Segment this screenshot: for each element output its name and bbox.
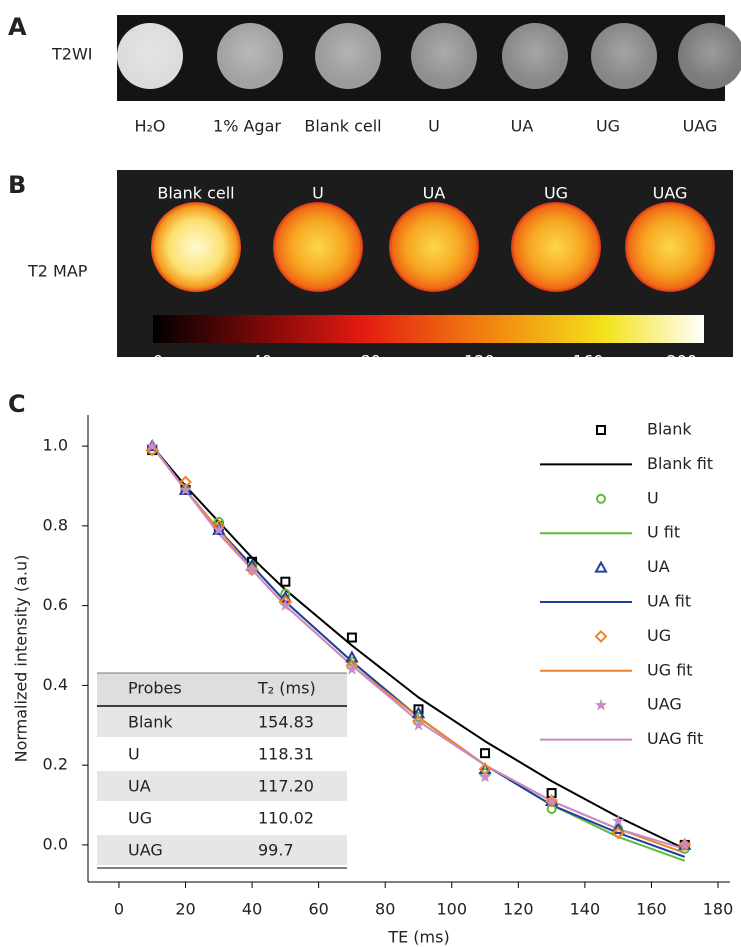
marker [481,749,489,757]
colorbar-tick-label: 120 [464,352,495,371]
x-tick-label: 100 [436,900,467,919]
x-tick-label: 120 [503,900,534,919]
colorbar-tick-label: 0 [153,352,163,371]
marker [596,563,606,572]
marker [348,634,356,642]
sample-label: UA [511,117,534,136]
y-tick-label: 0.2 [43,755,68,774]
table-cell: 154.83 [258,713,314,732]
row-label: T2WI [51,45,93,64]
colorbar [153,315,704,343]
legend-label: UA fit [647,592,691,611]
phantom-shade [220,22,280,82]
table-cell: UAG [128,841,163,860]
map-phantom [151,202,241,292]
x-tick-label: 40 [242,900,262,919]
y-tick-label: 0.6 [43,595,68,614]
colorbar-tick-label: 40 [252,352,272,371]
x-tick-label: 160 [636,900,667,919]
table-cell: 110.02 [258,809,314,828]
map-phantom [511,202,601,292]
marker [597,426,605,434]
row-label: T2 MAP [27,262,88,281]
table-cell: 118.31 [258,745,314,764]
legend-label: Blank [647,420,692,439]
phantom-shade [505,22,565,82]
table-header: Probes [128,679,182,698]
y-tick-label: 0.0 [43,834,68,853]
sample-label: U [312,184,324,203]
colorbar-tick-label: 80 [360,352,380,371]
x-tick-label: 140 [570,900,601,919]
legend-label: UAG [647,695,682,714]
y-tick-label: 0.8 [43,515,68,534]
legend-label: UG [647,626,671,645]
legend-label: UAG fit [647,729,703,748]
phantom-shade [120,22,180,82]
sample-label: UG [596,117,620,136]
panel-label: A [8,13,27,41]
y-tick-label: 0.4 [43,675,68,694]
x-axis-label: TE (ms) [387,928,449,947]
y-axis-label: Normalized intensity (a.u) [12,555,31,763]
sample-label: UAG [653,184,688,203]
x-tick-label: 0 [114,900,124,919]
sample-label: Blank cell [157,184,234,203]
sample-label: UA [423,184,446,203]
legend-label: U [647,488,659,507]
marker [281,578,289,586]
sample-label: 1% Agar [213,117,281,136]
legend-label: UA [647,557,670,576]
table-cell: UG [128,809,152,828]
x-tick-label: 80 [375,900,395,919]
legend-label: Blank fit [647,454,713,473]
table-cell: Blank [128,713,173,732]
panel-label: B [8,171,26,199]
phantom-shade [318,22,378,82]
table-cell: 117.20 [258,777,314,796]
figure: A B C T2WI T2 MAP H₂O1% AgarBlank cellUU… [0,0,741,947]
marker [595,699,607,711]
table-cell: U [128,745,140,764]
sample-label: UAG [683,117,718,136]
marker [597,495,605,503]
map-phantom [625,202,715,292]
table-cell: 99.7 [258,841,294,860]
legend-label: U fit [647,523,680,542]
y-tick-label: 1.0 [43,436,68,455]
map-phantom [389,202,479,292]
legend-label: UG fit [647,660,693,679]
panel-label: C [8,390,26,418]
table-header: T₂ (ms) [257,679,316,698]
sample-label: U [428,117,440,136]
x-tick-label: 20 [175,900,195,919]
sample-label: UG [544,184,568,203]
sample-label: Blank cell [304,117,381,136]
x-tick-label: 60 [308,900,328,919]
phantom-shade [681,22,741,82]
phantom-shade [594,22,654,82]
marker [596,631,606,641]
table-cell: UA [128,777,151,796]
colorbar-tick-label: 160 [573,352,604,371]
x-tick-label: 180 [703,900,734,919]
map-phantom [273,202,363,292]
sample-label: H₂O [134,117,165,136]
phantom-shade [414,22,474,82]
colorbar-tick-label: 200 [666,352,697,371]
